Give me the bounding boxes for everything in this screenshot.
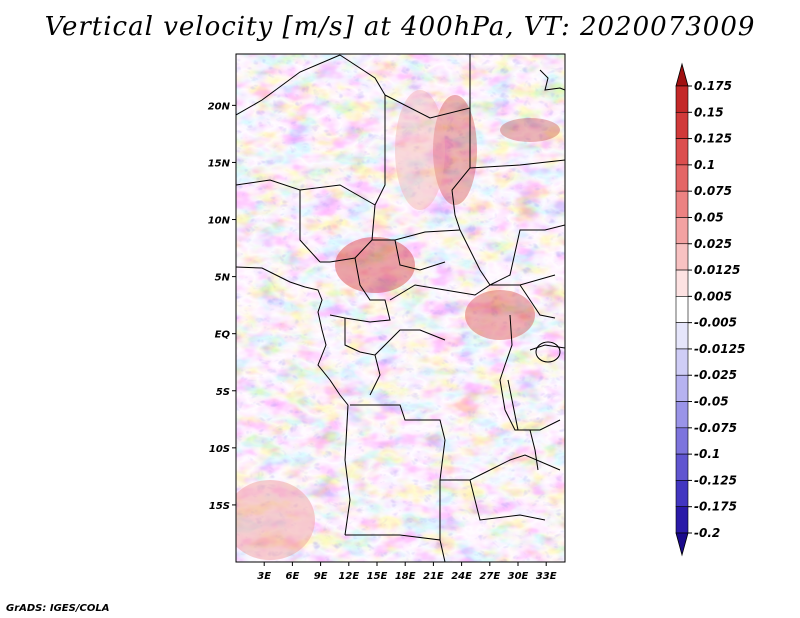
- colorbar-swatch: [675, 243, 689, 271]
- colorbar-bottom-arrow: [675, 532, 689, 557]
- colorbar-top-arrow: [675, 62, 689, 87]
- colorbar-label: -0.2: [694, 526, 720, 540]
- colorbar-swatch: [675, 217, 689, 245]
- colorbar-label: 0.15: [694, 105, 724, 119]
- colorbar-label: 0.0125: [694, 263, 740, 277]
- colorbar-label: 0.025: [694, 237, 732, 251]
- lat-tick-label: 15N: [208, 158, 231, 169]
- colorbar-swatch: [675, 401, 689, 429]
- lat-tick-label: 15S: [209, 501, 230, 512]
- lon-tick-label: 3E: [257, 571, 271, 582]
- lake-tanganyika: [507, 379, 519, 431]
- colorbar-swatch: [675, 85, 689, 113]
- convection-cluster: [500, 118, 560, 142]
- colorbar-swatch: [675, 348, 689, 376]
- lat-tick-label: 5S: [216, 387, 230, 398]
- colorbar-label: 0.05: [694, 210, 724, 224]
- footer-credit: GrADS: IGES/COLA: [6, 603, 110, 614]
- colorbar-label: -0.025: [694, 368, 737, 382]
- country-borders: [236, 54, 565, 562]
- lon-tick-label: 33E: [536, 571, 557, 582]
- lon-tick-label: 18E: [395, 571, 416, 582]
- subsidence-band: [395, 90, 445, 210]
- lon-tick-label: 6E: [286, 571, 300, 582]
- lon-tick-label: 27E: [479, 571, 500, 582]
- lat-tick-label: 10N: [208, 216, 231, 227]
- lat-tick-label: EQ: [215, 330, 231, 341]
- latitude-axis: 20N 15N 10N 5N EQ 5S 10S 15S: [208, 101, 236, 512]
- vertical-velocity-field: [236, 54, 565, 562]
- chart-title: Vertical velocity [m/s] at 400hPa, VT: 2…: [44, 12, 756, 42]
- colorbar-label: -0.125: [694, 473, 737, 487]
- colorbar-swatch: [675, 427, 689, 455]
- colorbar-label: -0.075: [694, 421, 737, 435]
- convection-cluster: [465, 290, 535, 340]
- colorbar-swatch: [675, 111, 689, 139]
- lake-victoria: [535, 341, 561, 363]
- colorbar-swatch: [675, 506, 689, 534]
- lake-malawi: [529, 429, 539, 471]
- colorbar-label: -0.005: [694, 316, 737, 330]
- longitude-axis: 3E 6E 9E 12E 15E 18E 21E 24E 27E 30E 33E: [257, 562, 557, 582]
- colorbar-swatch: [675, 322, 689, 350]
- colorbar: 0.175 0.15 0.125 0.1 0.075 0.05 0.025 0.0125 0.0…: [675, 62, 745, 557]
- lon-tick-label: 9E: [314, 571, 328, 582]
- colorbar-swatch: [675, 296, 689, 323]
- lon-tick-label: 12E: [338, 571, 359, 582]
- lon-tick-label: 30E: [508, 571, 529, 582]
- colorbar-swatch: [675, 453, 689, 481]
- colorbar-swatch: [675, 269, 689, 297]
- lon-tick-label: 24E: [451, 571, 472, 582]
- colorbar-swatch: [675, 164, 689, 192]
- colorbar-swatch: [675, 480, 689, 508]
- map-frame: [235, 53, 566, 563]
- colorbar-label: -0.05: [694, 395, 729, 409]
- lat-tick-label: 5N: [215, 273, 231, 284]
- colorbar-label: -0.1: [694, 447, 720, 461]
- colorbar-swatch: [675, 190, 689, 218]
- lon-tick-label: 21E: [423, 571, 444, 582]
- colorbar-swatch: [675, 138, 689, 166]
- colorbar-label: 0.175: [694, 79, 732, 93]
- colorbar-label: 0.125: [694, 132, 732, 146]
- lat-tick-label: 10S: [209, 444, 230, 455]
- colorbar-label: 0.075: [694, 184, 732, 198]
- convection-cluster: [433, 95, 477, 205]
- colorbar-label: -0.175: [694, 500, 737, 514]
- colorbar-label: 0.005: [694, 289, 732, 303]
- colorbar-swatch: [675, 374, 689, 402]
- colorbar-label: -0.0125: [694, 342, 745, 356]
- lon-tick-label: 15E: [367, 571, 388, 582]
- convection-cluster: [335, 237, 415, 293]
- colorbar-label: 0.1: [694, 158, 715, 172]
- subsidence-band: [236, 480, 315, 560]
- lat-tick-label: 20N: [208, 101, 231, 112]
